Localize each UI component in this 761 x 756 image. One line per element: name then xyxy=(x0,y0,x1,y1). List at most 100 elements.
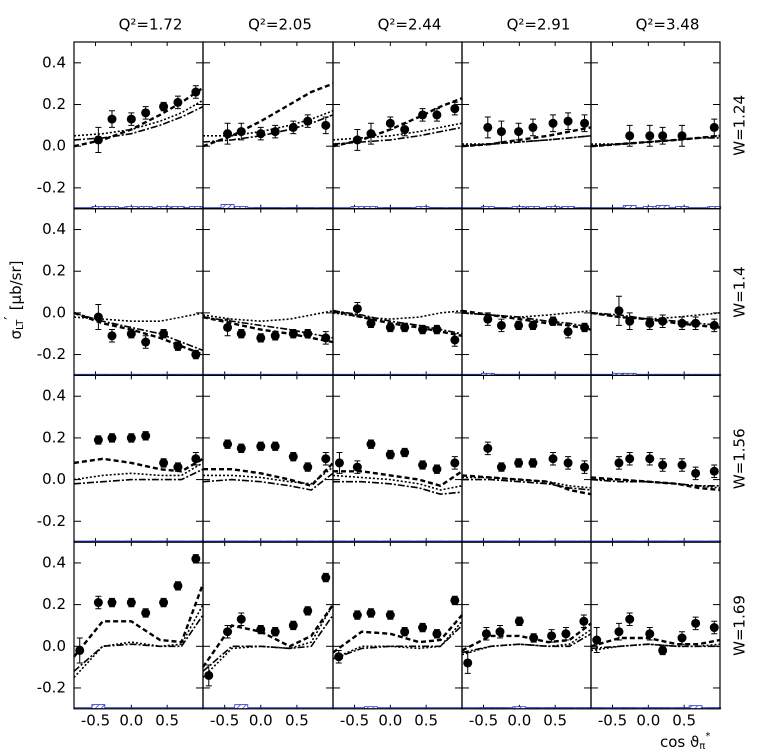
data-point xyxy=(223,439,233,449)
model-curve xyxy=(203,466,334,485)
panel-frame xyxy=(590,41,721,210)
data-point xyxy=(709,320,719,330)
data-point xyxy=(270,127,280,137)
x-tick-label: -0.5 xyxy=(81,711,110,729)
data-point xyxy=(288,122,298,132)
panel-frame xyxy=(202,374,334,543)
model-curve xyxy=(202,310,334,323)
panel-frame xyxy=(590,208,721,376)
data-point xyxy=(93,312,103,322)
y-label-subscript: LT xyxy=(15,319,26,330)
data-point xyxy=(366,129,376,139)
y-tick-label: -0.2 xyxy=(37,345,66,363)
model-curve xyxy=(203,110,334,137)
data-point xyxy=(645,131,655,141)
model-curve xyxy=(202,82,334,148)
data-point xyxy=(625,316,635,326)
column-title: Q²=2.05 xyxy=(248,16,312,34)
data-point xyxy=(93,598,103,608)
y-tick-label: 0.2 xyxy=(42,595,66,613)
data-point xyxy=(352,610,362,620)
model-curve xyxy=(461,474,592,496)
data-point xyxy=(483,443,493,453)
data-point xyxy=(288,620,298,630)
y-tick-label: 0.0 xyxy=(42,637,66,655)
data-point xyxy=(159,329,169,339)
data-point xyxy=(352,462,362,472)
data-point xyxy=(223,129,233,139)
data-point xyxy=(321,120,331,130)
data-point xyxy=(366,439,376,449)
data-point xyxy=(528,458,538,468)
data-point xyxy=(625,614,635,624)
data-point xyxy=(529,633,539,643)
data-point xyxy=(385,118,395,128)
y-tick-label: 0.4 xyxy=(42,387,66,405)
data-point xyxy=(256,625,266,635)
column-title: Q²=2.91 xyxy=(507,16,571,34)
data-point xyxy=(400,447,410,457)
y-tick-label: 0.4 xyxy=(42,553,66,571)
data-point xyxy=(514,320,524,330)
data-point xyxy=(495,627,505,637)
data-point xyxy=(126,114,136,124)
data-point xyxy=(93,435,103,445)
data-point xyxy=(563,327,573,337)
model-curve xyxy=(590,636,721,648)
y-tick-label: -0.2 xyxy=(37,678,66,696)
y-tick-label: 0.4 xyxy=(42,53,66,71)
model-curve xyxy=(333,470,463,488)
panel-frame xyxy=(461,541,592,710)
y-tick-label: -0.2 xyxy=(37,178,66,196)
row-title: W=1.56 xyxy=(731,428,749,489)
data-point xyxy=(236,329,246,339)
y-tick-label: 0.4 xyxy=(42,220,66,238)
data-point xyxy=(303,116,313,126)
model-curve xyxy=(202,472,334,491)
x-tick-label: 0.5 xyxy=(285,711,309,729)
model-curve xyxy=(73,583,205,658)
data-point xyxy=(547,631,557,641)
model-curve xyxy=(461,135,592,147)
x-tick-label: 0.0 xyxy=(249,711,273,729)
panel-frame xyxy=(202,208,334,376)
panel-frame xyxy=(332,208,463,376)
model-curve xyxy=(332,624,463,660)
data-point xyxy=(352,135,362,145)
data-point xyxy=(303,329,313,339)
data-point xyxy=(432,464,442,474)
data-point xyxy=(321,454,331,464)
data-point xyxy=(625,454,635,464)
model-curve xyxy=(202,114,334,143)
model-curve xyxy=(73,311,204,356)
data-point xyxy=(400,627,410,637)
model-curve xyxy=(590,478,720,487)
model-curve xyxy=(461,126,592,148)
data-point xyxy=(528,320,538,330)
data-point xyxy=(159,598,169,608)
data-point xyxy=(107,114,117,124)
y-tick-label: 0.2 xyxy=(42,428,66,446)
model-curve xyxy=(590,643,720,650)
data-point xyxy=(658,131,668,141)
x-tick-label: -0.5 xyxy=(340,711,369,729)
data-point xyxy=(580,462,590,472)
data-point xyxy=(385,450,395,460)
model-curve xyxy=(461,312,592,329)
model-curve xyxy=(202,614,334,672)
column-title: Q²=2.44 xyxy=(378,16,442,34)
x-tick-label: 0.5 xyxy=(414,711,438,729)
data-point xyxy=(418,460,428,470)
y-label-prime: ′ xyxy=(1,316,19,320)
data-point xyxy=(288,452,298,462)
data-point xyxy=(191,554,201,564)
row-title: W=1.69 xyxy=(731,595,749,656)
panel-frame xyxy=(461,208,592,376)
column-title: Q²=1.72 xyxy=(119,16,183,34)
data-point xyxy=(321,573,331,583)
data-point xyxy=(107,331,117,341)
data-point xyxy=(223,627,233,637)
model-curve xyxy=(202,603,334,668)
data-point xyxy=(366,608,376,618)
data-point xyxy=(463,658,473,668)
